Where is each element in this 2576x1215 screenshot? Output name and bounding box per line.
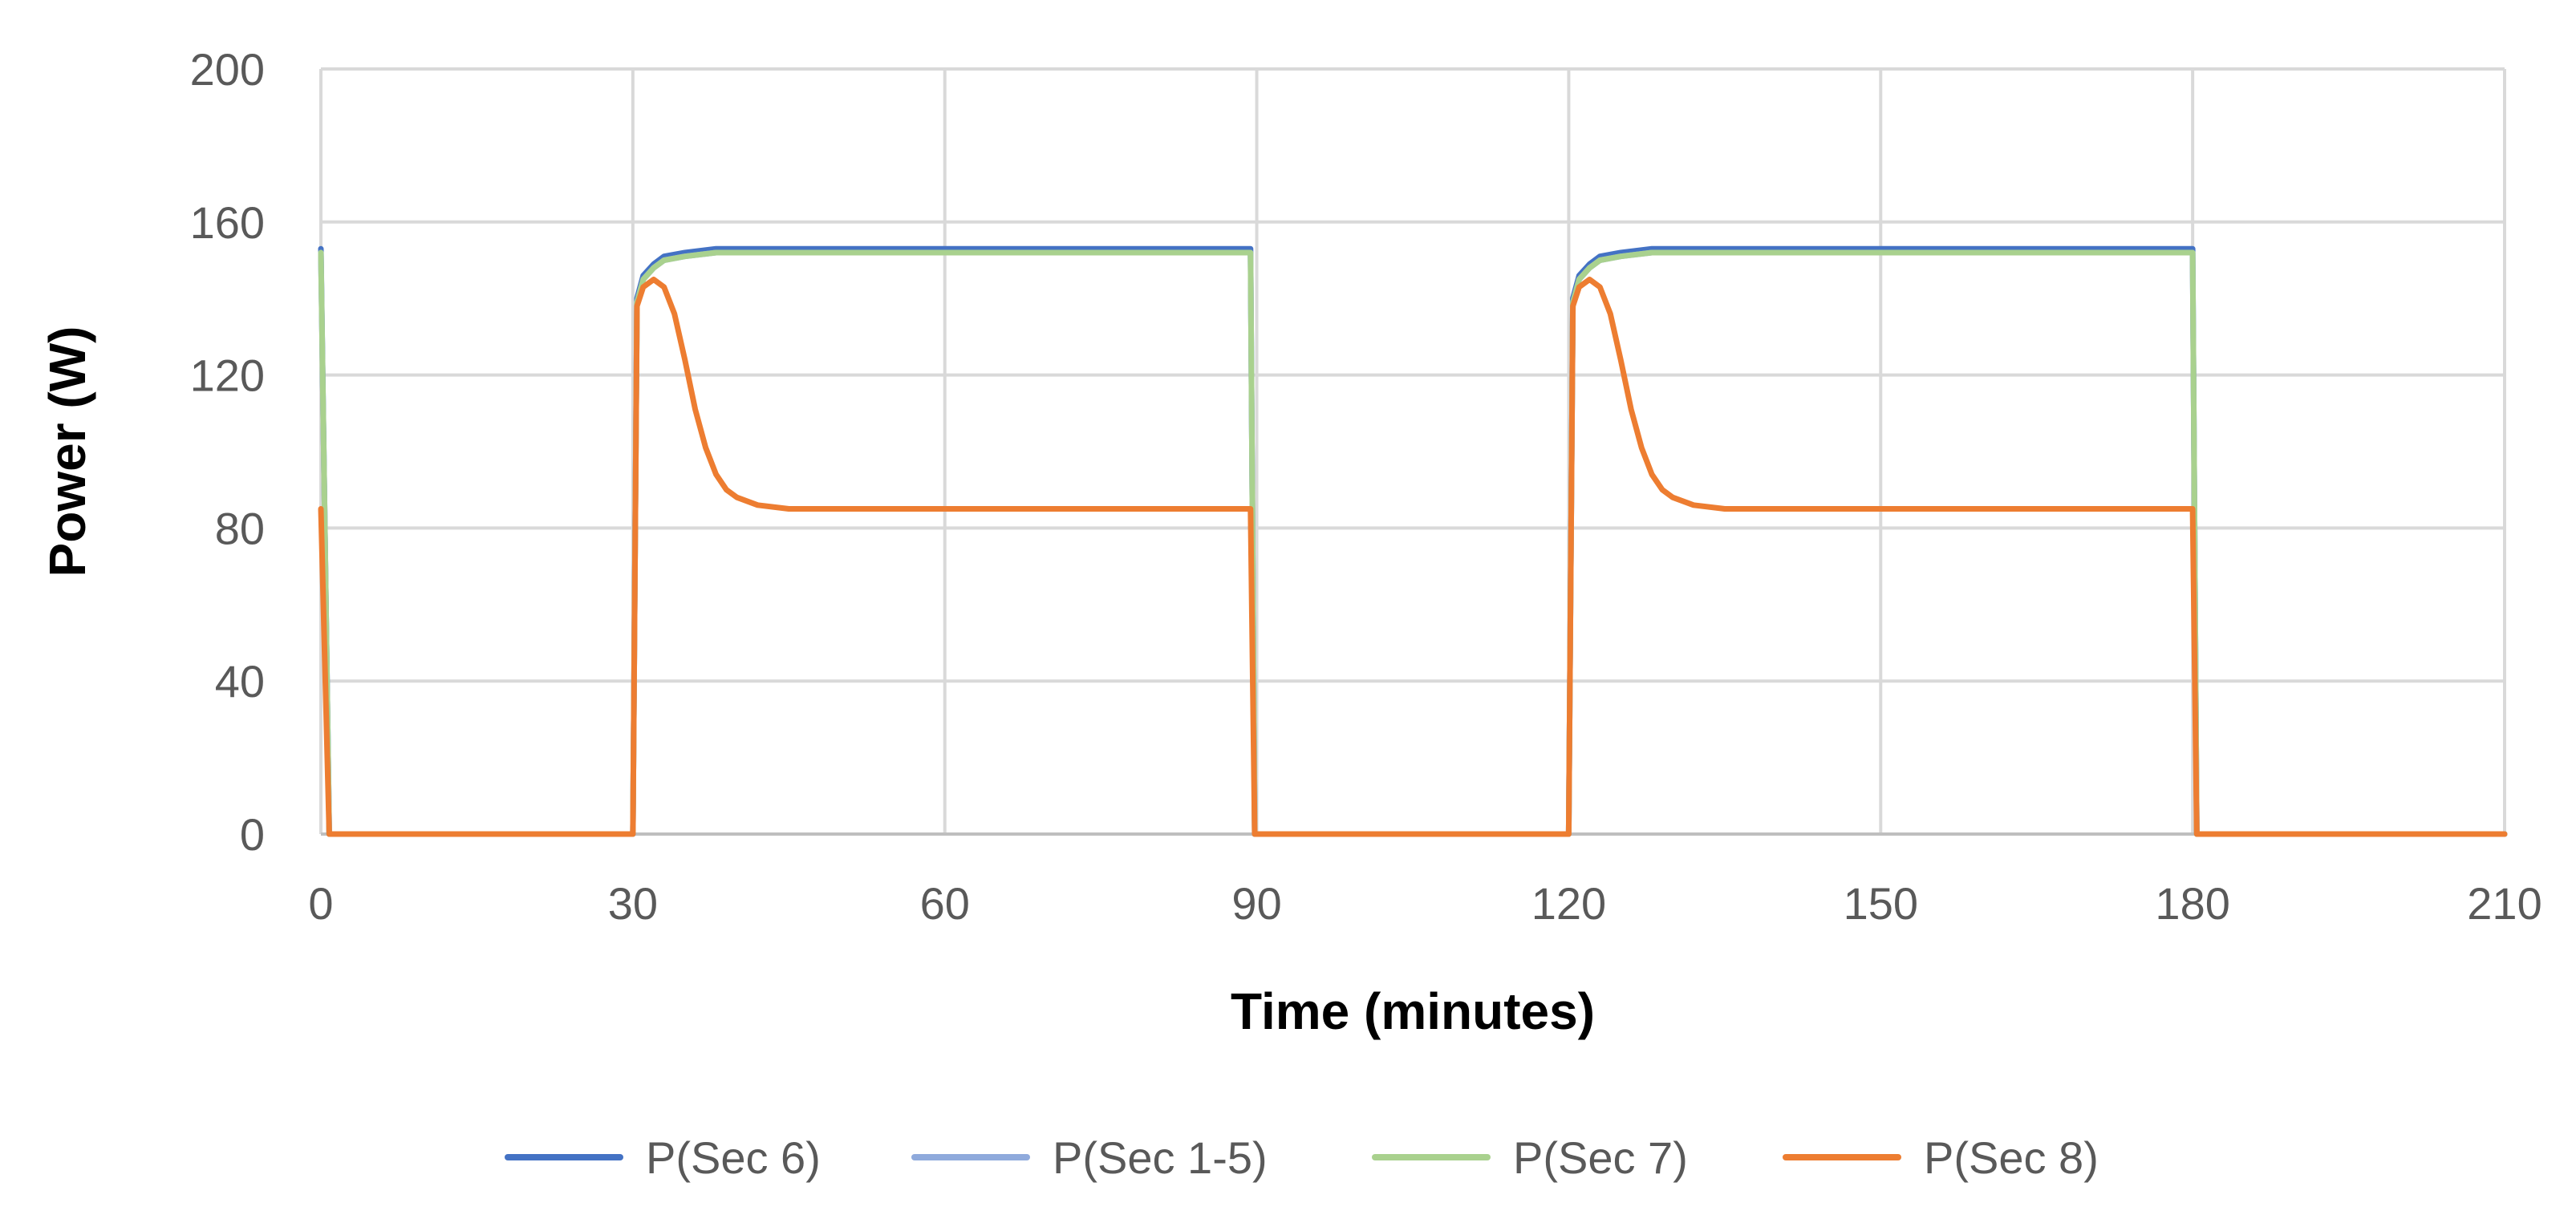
y-tick-label: 0 bbox=[240, 809, 265, 860]
tick-labels: 0 40 80 120 160 200 0 30 60 90 120 150 180 210 bbox=[190, 44, 2542, 929]
series-line-1 bbox=[318, 245, 2508, 837]
y-tick-label: 40 bbox=[215, 656, 265, 707]
x-axis-title: Time (minutes) bbox=[1231, 982, 1595, 1040]
x-tick-label: 180 bbox=[2155, 878, 2229, 929]
x-tick-label: 150 bbox=[1844, 878, 1918, 929]
y-axis-title: Power (W) bbox=[39, 326, 96, 577]
series-line-4 bbox=[318, 276, 2508, 837]
x-tick-label: 90 bbox=[1231, 878, 1281, 929]
x-tick-label: 30 bbox=[608, 878, 658, 929]
grid-lines bbox=[319, 67, 2506, 834]
series-line-2 bbox=[318, 249, 2508, 837]
x-tick-label: 0 bbox=[308, 878, 333, 929]
legend-label-2: P(Sec 1-5) bbox=[1053, 1132, 1268, 1183]
legend: P(Sec 6) P(Sec 1-5) P(Sec 7) P(Sec 8) bbox=[505, 1132, 2099, 1183]
legend-label-1: P(Sec 6) bbox=[646, 1132, 821, 1183]
y-tick-label: 160 bbox=[190, 197, 265, 248]
series-line-3 bbox=[318, 249, 2508, 837]
y-tick-label: 200 bbox=[190, 44, 265, 95]
legend-label-4: P(Sec 8) bbox=[1924, 1132, 2099, 1183]
y-tick-label: 120 bbox=[190, 350, 265, 401]
legend-label-3: P(Sec 7) bbox=[1513, 1132, 1688, 1183]
x-tick-label: 120 bbox=[1531, 878, 1606, 929]
series-lines bbox=[318, 245, 2508, 837]
x-tick-label: 60 bbox=[920, 878, 970, 929]
y-tick-label: 80 bbox=[215, 503, 265, 553]
x-tick-label: 210 bbox=[2467, 878, 2542, 929]
